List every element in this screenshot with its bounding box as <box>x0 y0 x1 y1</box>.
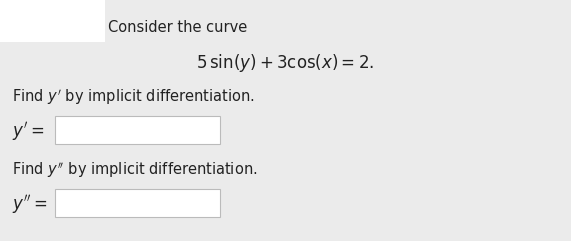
FancyBboxPatch shape <box>55 116 220 144</box>
Text: $5\,\sin(y) + 3\cos(x) = 2.$: $5\,\sin(y) + 3\cos(x) = 2.$ <box>196 52 375 74</box>
Text: $y'' =$: $y'' =$ <box>12 193 47 216</box>
Text: Find $y'$ by implicit differentiation.: Find $y'$ by implicit differentiation. <box>12 87 255 107</box>
Text: $y' =$: $y' =$ <box>12 120 44 143</box>
Text: Find $y''$ by implicit differentiation.: Find $y''$ by implicit differentiation. <box>12 160 258 180</box>
FancyBboxPatch shape <box>55 189 220 217</box>
Text: Consider the curve: Consider the curve <box>108 20 247 35</box>
FancyBboxPatch shape <box>0 0 105 42</box>
